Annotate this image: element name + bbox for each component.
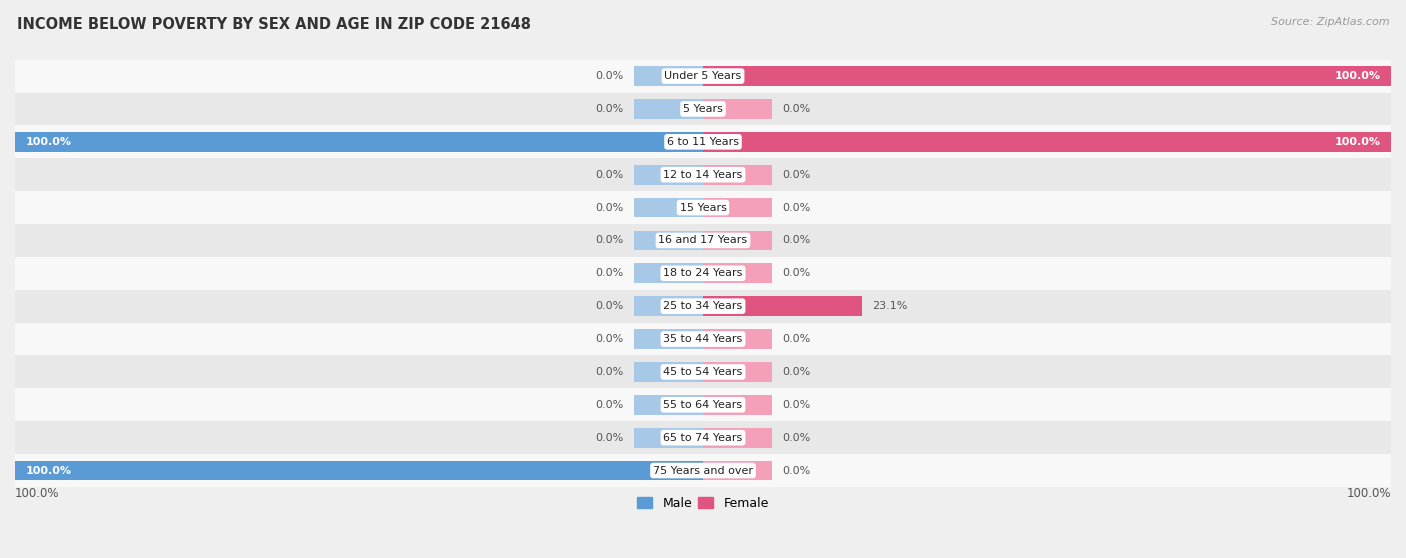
Text: 0.0%: 0.0%: [596, 170, 624, 180]
Bar: [15, 323, 1391, 355]
Bar: [634, 428, 703, 448]
Text: 0.0%: 0.0%: [782, 465, 810, 475]
Text: 0.0%: 0.0%: [782, 203, 810, 213]
Text: 100.0%: 100.0%: [1347, 487, 1391, 500]
Text: 75 Years and over: 75 Years and over: [652, 465, 754, 475]
Bar: [703, 296, 862, 316]
Bar: [703, 461, 772, 480]
Bar: [15, 461, 703, 480]
Text: 65 to 74 Years: 65 to 74 Years: [664, 432, 742, 442]
Bar: [634, 230, 703, 251]
Text: 35 to 44 Years: 35 to 44 Years: [664, 334, 742, 344]
Text: INCOME BELOW POVERTY BY SEX AND AGE IN ZIP CODE 21648: INCOME BELOW POVERTY BY SEX AND AGE IN Z…: [17, 17, 531, 32]
Text: 15 Years: 15 Years: [679, 203, 727, 213]
Bar: [15, 421, 1391, 454]
Text: 12 to 14 Years: 12 to 14 Years: [664, 170, 742, 180]
Text: 100.0%: 100.0%: [1334, 71, 1381, 81]
Text: 0.0%: 0.0%: [596, 301, 624, 311]
Bar: [703, 263, 772, 283]
Text: 0.0%: 0.0%: [782, 400, 810, 410]
Text: 55 to 64 Years: 55 to 64 Years: [664, 400, 742, 410]
Bar: [634, 296, 703, 316]
Text: 23.1%: 23.1%: [872, 301, 908, 311]
Text: 0.0%: 0.0%: [596, 203, 624, 213]
Bar: [634, 395, 703, 415]
Bar: [703, 428, 772, 448]
Text: 0.0%: 0.0%: [596, 268, 624, 278]
Text: Source: ZipAtlas.com: Source: ZipAtlas.com: [1271, 17, 1389, 27]
Text: 16 and 17 Years: 16 and 17 Years: [658, 235, 748, 246]
Text: 0.0%: 0.0%: [596, 104, 624, 114]
Bar: [15, 290, 1391, 323]
Text: Under 5 Years: Under 5 Years: [665, 71, 741, 81]
Text: 25 to 34 Years: 25 to 34 Years: [664, 301, 742, 311]
Bar: [15, 93, 1391, 126]
Text: 100.0%: 100.0%: [25, 465, 72, 475]
Text: 0.0%: 0.0%: [782, 432, 810, 442]
Bar: [634, 99, 703, 119]
Bar: [634, 263, 703, 283]
Bar: [634, 66, 703, 86]
Bar: [15, 257, 1391, 290]
Text: 100.0%: 100.0%: [15, 487, 59, 500]
Bar: [703, 165, 772, 185]
Text: 0.0%: 0.0%: [782, 334, 810, 344]
Text: 18 to 24 Years: 18 to 24 Years: [664, 268, 742, 278]
Text: 5 Years: 5 Years: [683, 104, 723, 114]
Text: 100.0%: 100.0%: [1334, 137, 1381, 147]
Text: 6 to 11 Years: 6 to 11 Years: [666, 137, 740, 147]
Text: 0.0%: 0.0%: [596, 71, 624, 81]
Bar: [634, 329, 703, 349]
Text: 45 to 54 Years: 45 to 54 Years: [664, 367, 742, 377]
Text: 0.0%: 0.0%: [782, 104, 810, 114]
Bar: [703, 99, 772, 119]
Bar: [15, 132, 703, 152]
Bar: [15, 126, 1391, 158]
Bar: [15, 158, 1391, 191]
Text: 0.0%: 0.0%: [782, 268, 810, 278]
Text: 0.0%: 0.0%: [782, 367, 810, 377]
Text: 0.0%: 0.0%: [596, 334, 624, 344]
Text: 0.0%: 0.0%: [782, 170, 810, 180]
Text: 0.0%: 0.0%: [596, 235, 624, 246]
Bar: [703, 66, 1391, 86]
Bar: [703, 230, 772, 251]
Bar: [703, 362, 772, 382]
Text: 0.0%: 0.0%: [596, 432, 624, 442]
Bar: [15, 454, 1391, 487]
Text: 0.0%: 0.0%: [596, 400, 624, 410]
Bar: [15, 355, 1391, 388]
Text: 100.0%: 100.0%: [25, 137, 72, 147]
Text: 0.0%: 0.0%: [596, 367, 624, 377]
Bar: [703, 395, 772, 415]
Legend: Male, Female: Male, Female: [633, 492, 773, 515]
Bar: [703, 329, 772, 349]
Bar: [15, 191, 1391, 224]
Bar: [703, 132, 1391, 152]
Text: 0.0%: 0.0%: [782, 235, 810, 246]
Bar: [634, 362, 703, 382]
Bar: [634, 165, 703, 185]
Bar: [634, 198, 703, 218]
Bar: [15, 60, 1391, 93]
Bar: [703, 198, 772, 218]
Bar: [15, 388, 1391, 421]
Bar: [15, 224, 1391, 257]
